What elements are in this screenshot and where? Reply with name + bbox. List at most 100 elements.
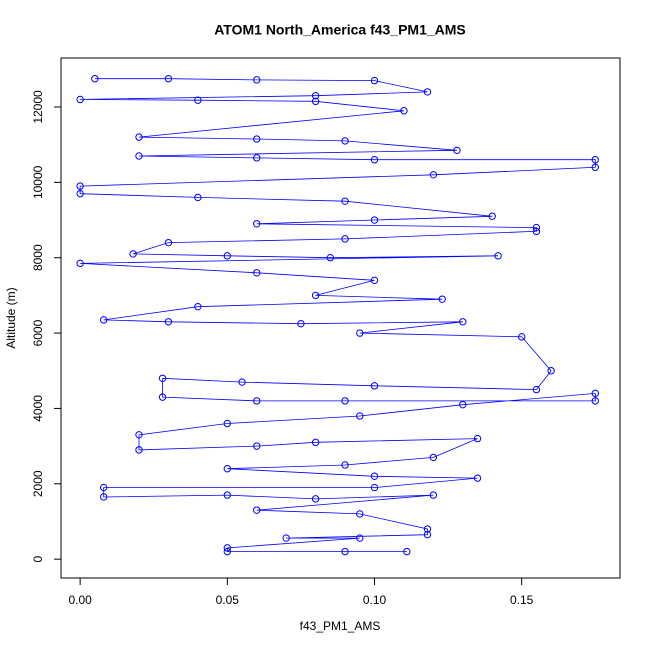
data-point [253,506,261,514]
data-point [370,382,379,390]
data-point [158,374,167,382]
data-point [99,483,108,492]
data-point [370,483,379,492]
x-axis-label: f43_PM1_AMS [300,619,381,633]
data-point [135,152,143,160]
y-tick-label: 12000 [31,90,45,124]
data-point [76,95,84,104]
data-point [341,235,349,243]
data-point [253,442,261,450]
data-point [429,491,438,499]
data-point [591,156,599,164]
data-point [223,491,232,499]
data-point [370,76,379,85]
data-point [459,318,467,326]
data-point [253,220,261,228]
data-point [164,75,173,83]
data-point [194,302,202,311]
data-point [223,419,232,428]
data-point [164,318,173,326]
data-point [253,135,261,143]
data-point [341,461,349,469]
data-point [356,534,364,542]
data-point [223,465,232,473]
data-point [135,431,143,439]
data-point [238,378,246,386]
data-point [311,438,320,447]
data-point [400,107,408,115]
data-point [494,252,502,260]
x-tick-label: 0.15 [510,593,534,607]
chart-title: ATOM1 North_America f43_PM1_AMS [214,22,466,38]
data-point [311,291,320,300]
y-tick-label: 10000 [31,165,45,199]
data-point [341,547,349,556]
data-point [194,96,202,104]
data-point [311,495,320,503]
data-point [370,276,379,285]
data-point [547,367,555,375]
data-point [591,163,599,171]
data-point [253,269,261,277]
x-tick-label: 0.05 [216,593,240,607]
data-point [517,333,526,341]
y-tick-label: 0 [31,556,45,563]
data-point [164,238,173,247]
data-point [99,316,108,324]
x-tick-label: 0.00 [68,593,92,607]
data-point [223,252,232,260]
data-point [423,88,432,96]
data-point [99,493,108,501]
data-point [473,434,482,443]
data-point [91,75,99,83]
data-point [591,397,599,405]
data-point [341,397,349,405]
data-point [253,76,261,84]
data-point [488,212,496,220]
data-point [76,189,84,198]
data-point [423,530,432,539]
data-point [473,474,482,482]
data-point [311,91,320,100]
y-tick-label: 2000 [31,470,45,497]
data-point [76,259,84,268]
data-point [135,446,143,454]
data-point [429,171,438,179]
data-point [341,197,349,205]
data-point [532,385,541,394]
data-point [158,393,167,401]
data-point [438,295,446,303]
data-point [532,227,541,236]
data-point [370,216,379,224]
data-point [326,254,335,262]
data-point [253,397,261,405]
data-point [223,544,232,552]
data-point [459,400,467,409]
y-axis-label: Altitude (m) [4,287,18,348]
data-point [356,510,364,518]
data-point [370,472,379,480]
data-point [194,193,202,202]
data-point [223,547,232,556]
data-point [429,453,438,462]
data-point [311,97,320,106]
x-tick-label: 0.10 [363,593,387,607]
data-point [76,182,84,190]
y-tick-label: 6000 [31,319,45,346]
data-point [129,250,137,258]
data-point [341,137,349,145]
data-point [282,534,290,542]
data-point [423,525,432,533]
data-point [370,156,379,164]
data-point [253,154,261,162]
data-point [532,223,541,232]
data-point [297,319,305,328]
data-line [79,78,596,552]
y-tick-label: 8000 [31,244,45,271]
data-point [135,133,143,141]
data-point [356,329,364,337]
data-point [356,412,364,420]
